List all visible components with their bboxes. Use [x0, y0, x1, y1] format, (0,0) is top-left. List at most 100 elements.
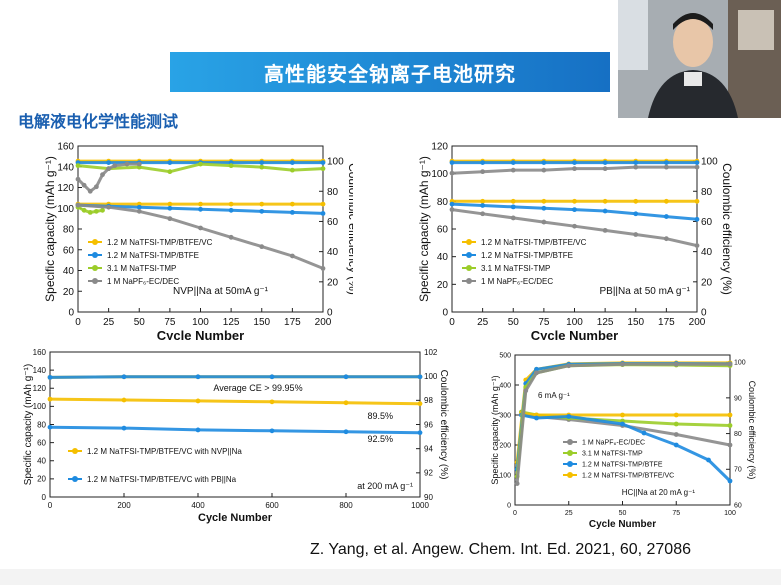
- efficiency-point: [289, 167, 295, 173]
- capacity-point: [93, 208, 99, 214]
- section-title: 电解液电化学性能测试: [18, 112, 179, 131]
- footer-bar: [0, 569, 781, 585]
- x-tick-label: 100: [566, 317, 583, 328]
- y2-tick-label: 90: [734, 395, 742, 402]
- plot-frame: [514, 354, 731, 506]
- y2-tick-label: 100: [327, 157, 344, 168]
- efficiency-point: [572, 160, 577, 165]
- capacity-point: [602, 208, 608, 214]
- efficiency-point: [541, 160, 547, 165]
- legend-marker: [567, 450, 573, 456]
- y-tick-label: 120: [33, 384, 47, 393]
- efficiency-point: [602, 160, 608, 165]
- capacity-point: [694, 198, 700, 204]
- y-tick-label: 0: [442, 308, 448, 319]
- chart-annotation: HC||Na at 20 mA g⁻¹: [622, 488, 696, 497]
- chart-annotation: NVP||Na at 50mA g⁻¹: [173, 286, 269, 297]
- chart-annotation: 6 mA g⁻¹: [538, 391, 570, 400]
- capacity-point: [343, 400, 349, 406]
- y2-tick-label: 100: [424, 372, 438, 381]
- capacity-point: [259, 244, 265, 250]
- y2-tick-label: 40: [327, 247, 339, 258]
- x-tick-label: 50: [134, 317, 146, 328]
- capacity-point: [228, 234, 234, 240]
- legend-label: 1.2 M NaTFSI-TMP/BTFE: [582, 461, 663, 468]
- capacity-point: [572, 198, 577, 204]
- chart-annotation: 92.5%: [367, 434, 393, 444]
- x-tick-label: 0: [48, 501, 53, 510]
- y2-axis-label: Coulombic efficiency (%): [438, 370, 449, 480]
- x-tick-label: 0: [75, 317, 81, 328]
- x-tick-label: 75: [538, 317, 550, 328]
- y2-tick-label: 80: [327, 187, 339, 198]
- legend-marker: [567, 472, 573, 478]
- capacity-point: [417, 401, 423, 407]
- capacity-point: [289, 253, 295, 259]
- capacity-point: [198, 206, 203, 212]
- y-axis-label: Specific capacity (mAh g⁻¹): [490, 375, 500, 484]
- y2-tick-label: 20: [327, 277, 339, 288]
- chart-hc-svg: 0 25 50 75 100 0 100 200 300 400 500 60 70 80 90 100 Cyc…: [490, 352, 757, 530]
- chart-longcycle: 0 200 400 600 800 1000 0 20 40 60 80 100 120 140 160 90…: [8, 347, 468, 537]
- efficiency-point: [514, 481, 520, 486]
- x-tick-label: 25: [103, 317, 115, 328]
- capacity-point: [121, 425, 127, 431]
- x-tick-label: 125: [597, 317, 614, 328]
- x-tick-label: 100: [724, 510, 736, 517]
- capacity-point: [198, 201, 203, 207]
- capacity-point: [510, 204, 516, 210]
- capacity-point: [195, 398, 201, 404]
- y2-tick-label: 70: [734, 467, 742, 474]
- y-tick-label: 20: [63, 287, 75, 298]
- legend-label: 3.1 M NaTFSI-TMP: [481, 264, 550, 273]
- y-tick-label: 40: [37, 457, 46, 466]
- efficiency-point: [510, 167, 516, 173]
- x-tick-label: 25: [565, 510, 573, 517]
- legend-marker: [466, 239, 472, 245]
- legend-label: 3.1 M NaTFSI-TMP: [582, 450, 643, 457]
- efficiency-point: [449, 160, 455, 165]
- efficiency-point: [47, 374, 53, 380]
- y2-axis-label: Coulombic efficiency (%): [747, 381, 757, 480]
- capacity-point: [602, 198, 608, 204]
- capacity-point: [480, 203, 486, 208]
- efficiency-point: [523, 388, 529, 394]
- y2-tick-label: 100: [734, 360, 746, 367]
- y2-tick-label: 60: [701, 217, 713, 228]
- y2-tick-label: 40: [701, 247, 713, 258]
- capacity-point: [47, 424, 53, 430]
- efficiency-point: [663, 164, 669, 170]
- y2-tick-label: 96: [424, 420, 433, 429]
- capacity-point: [449, 207, 455, 213]
- y2-tick-label: 102: [424, 348, 438, 357]
- x-tick-label: 200: [689, 317, 706, 328]
- y-tick-label: 0: [42, 493, 47, 502]
- y-axis-label: Specific capacity (mAh g⁻¹): [23, 364, 34, 485]
- capacity-point: [269, 428, 275, 434]
- x-tick-label: 175: [658, 317, 675, 328]
- capacity-point: [663, 236, 669, 242]
- y2-tick-label: 98: [424, 396, 433, 405]
- capacity-point: [633, 232, 639, 237]
- y-axis-label: Specific capacity (mAh g⁻¹): [43, 156, 57, 302]
- efficiency-point: [633, 160, 639, 165]
- chart-annotation: 89.5%: [367, 411, 393, 421]
- y-axis-label: Specific capacity (mAh g⁻¹): [417, 156, 431, 302]
- y-tick-label: 400: [499, 382, 511, 389]
- chart-annotation: at 200 mA g⁻¹: [357, 481, 413, 491]
- efficiency-point: [81, 182, 87, 188]
- x-tick-label: 175: [284, 317, 301, 328]
- efficiency-point: [112, 163, 118, 169]
- efficiency-point: [167, 160, 173, 165]
- efficiency-point: [417, 374, 423, 380]
- capacity-point: [541, 205, 547, 211]
- legend-label: 3.1 M NaTFSI-TMP: [107, 264, 176, 273]
- capacity-point: [673, 421, 679, 427]
- legend-label: 1 M NaPF₆-EC/DEC: [582, 439, 645, 446]
- x-tick-label: 200: [117, 501, 131, 510]
- capacity-point: [167, 205, 173, 211]
- efficiency-point: [541, 167, 547, 173]
- efficiency-point: [259, 164, 265, 170]
- efficiency-point: [106, 160, 112, 165]
- y2-axis-label: Coulombic efficiency (%): [720, 163, 734, 295]
